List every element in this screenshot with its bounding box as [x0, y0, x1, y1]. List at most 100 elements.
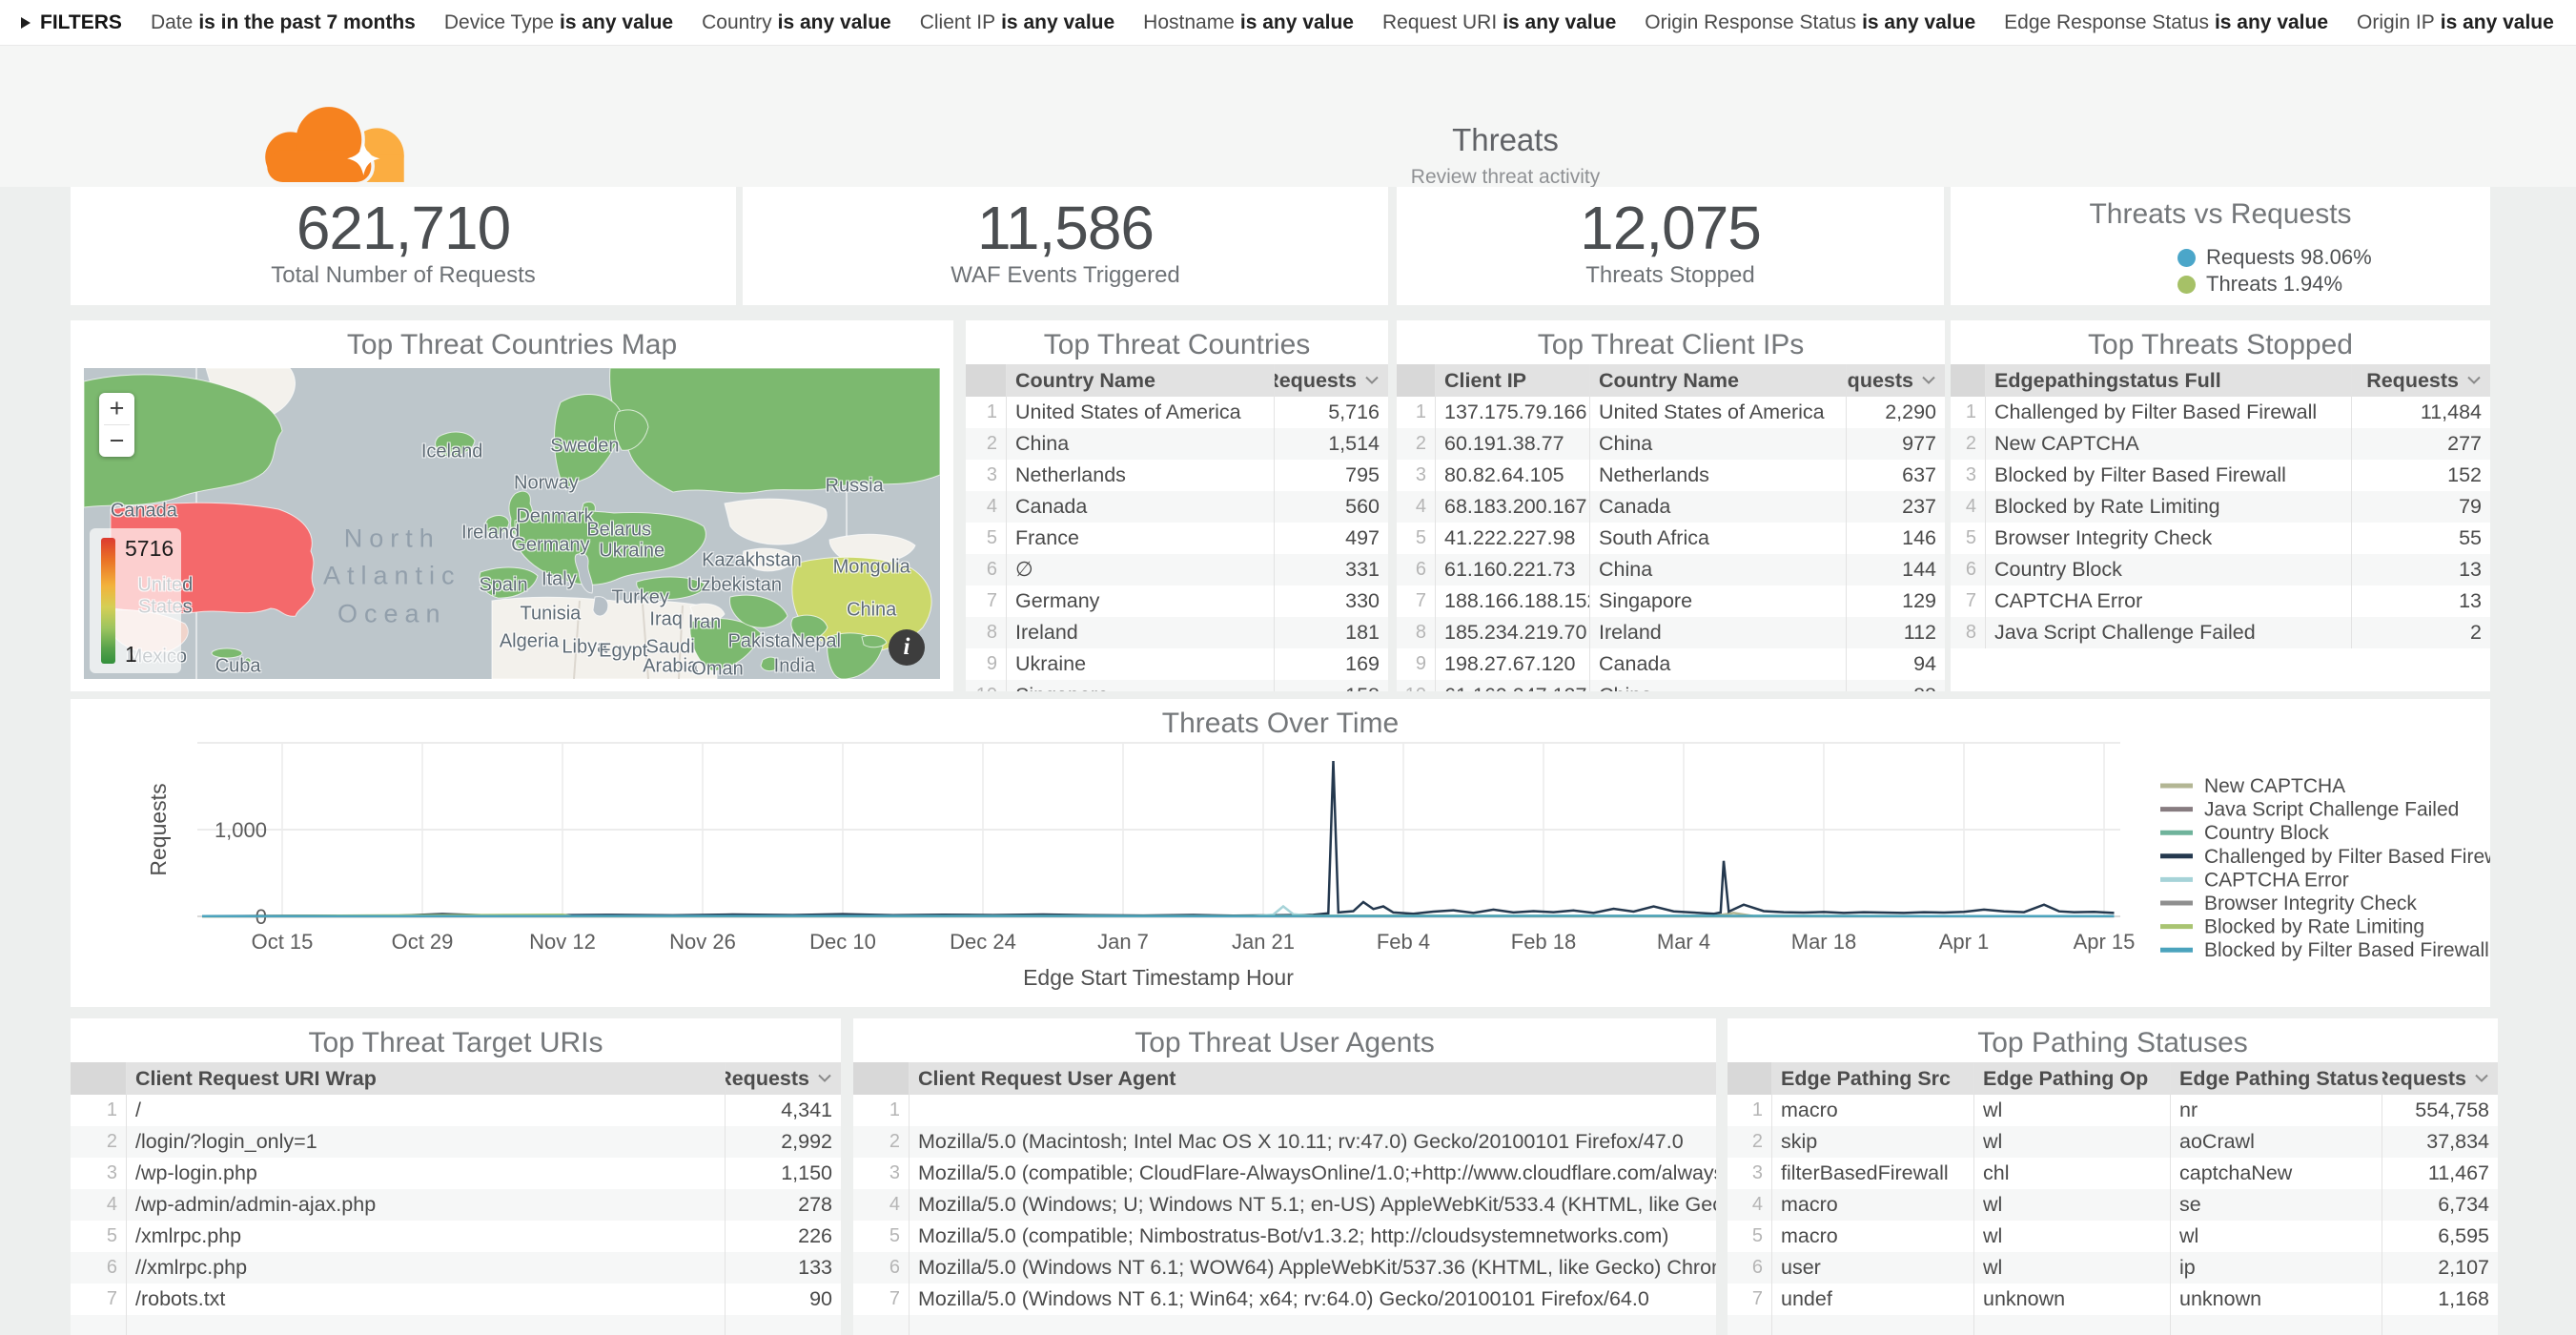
- cell: /xmlrpc.php: [126, 1221, 725, 1252]
- table-row[interactable]: 5 Browser Integrity Check 55: [1951, 523, 2490, 554]
- cell: Country Block: [1985, 554, 2351, 585]
- table-row[interactable]: 6 ∅ 331: [966, 554, 1388, 585]
- chart-legend-item[interactable]: Country Block: [2204, 822, 2329, 844]
- table-row[interactable]: 3 filterBasedFirewall chl captchaNew 11,467: [1728, 1158, 2498, 1189]
- column-header: Client IP: [1435, 364, 1589, 397]
- map-info-icon[interactable]: i: [889, 629, 925, 666]
- table-row[interactable]: 5 Mozilla/5.0 (compatible; Nimbostratus-B…: [853, 1221, 1716, 1252]
- table-row[interactable]: 8 185.234.219.70 Ireland 112: [1397, 617, 1945, 648]
- table-row[interactable]: 6 //xmlrpc.php 133: [71, 1252, 841, 1284]
- table-row[interactable]: [71, 1315, 841, 1335]
- table-row[interactable]: 7 Mozilla/5.0 (Windows NT 6.1; Win64; x64…: [853, 1284, 1716, 1315]
- table-row[interactable]: 6 Country Block 13: [1951, 554, 2490, 585]
- filter-country[interactable]: Country is any value: [702, 10, 891, 33]
- chart-legend-item[interactable]: New CAPTCHA: [2204, 775, 2345, 797]
- table-row[interactable]: 10Singapore158: [966, 680, 1388, 691]
- column-header[interactable]: Requests: [725, 1062, 841, 1095]
- table-row[interactable]: 3 80.82.64.105 Netherlands 637: [1397, 460, 1945, 491]
- cell: 2,290: [1846, 397, 1945, 428]
- table-row[interactable]: 1: [853, 1095, 1716, 1126]
- top-threat-countries-panel: Top Threat Countries Country NameRequest…: [966, 320, 1388, 691]
- table-row[interactable]: 9 198.27.67.120 Canada 94: [1397, 648, 1945, 680]
- table-row[interactable]: 5 macro wl wl 6,595: [1728, 1221, 2498, 1252]
- filter-client-ip[interactable]: Client IP is any value: [919, 10, 1115, 33]
- table-row[interactable]: 2 China 1,514: [966, 428, 1388, 460]
- table-row[interactable]: 6 61.160.221.73 China 144: [1397, 554, 1945, 585]
- cell: 88: [1846, 680, 1945, 691]
- chart-legend-item[interactable]: Browser Integrity Check: [2204, 893, 2417, 914]
- column-header[interactable]: Requests: [2382, 1062, 2498, 1095]
- filter-device-type[interactable]: Device Type is any value: [443, 10, 674, 33]
- chart-legend-item[interactable]: CAPTCHA Error: [2204, 869, 2349, 891]
- table-row[interactable]: 2 Mozilla/5.0 (Macintosh; Intel Mac OS X …: [853, 1126, 1716, 1158]
- table-row[interactable]: 7 Germany 330: [966, 585, 1388, 617]
- table-row[interactable]: 2 60.191.38.77 China 977: [1397, 428, 1945, 460]
- row-index: 3: [1965, 464, 1976, 485]
- table-row[interactable]: 7/robots.txt 90: [71, 1284, 841, 1315]
- column-header[interactable]: Requests: [2351, 364, 2490, 397]
- table-row[interactable]: 4 68.183.200.167 Canada 237: [1397, 491, 1945, 523]
- table-row[interactable]: [1728, 1315, 2498, 1335]
- pie-legend-item[interactable]: Threats 1.94%: [2177, 271, 2372, 298]
- page-title: Threats: [1452, 122, 1559, 157]
- table-row[interactable]: 3 Blocked by Filter Based Firewall 152: [1951, 460, 2490, 491]
- table-row[interactable]: 7 CAPTCHA Error 13: [1951, 585, 2490, 617]
- table-row[interactable]: 9 Ukraine 169: [966, 648, 1388, 680]
- table-row[interactable]: 4 Blocked by Rate Limiting 79: [1951, 491, 2490, 523]
- table-row[interactable]: 1 United States of America 5,716: [966, 397, 1388, 428]
- table-row[interactable]: 8 Java Script Challenge Failed 2: [1951, 617, 2490, 648]
- table-row[interactable]: 6 Mozilla/5.0 (Windows NT 6.1; WOW64) App…: [853, 1252, 1716, 1284]
- row-index: 2: [889, 1131, 900, 1152]
- top-threat-user-agents-table: Client Request User Agent 1 2 Mozilla/5.0 (…: [853, 1062, 1716, 1335]
- table-row[interactable]: 3/wp-login.php 1,150: [71, 1158, 841, 1189]
- table-row[interactable]: 4 Mozilla/5.0 (Windows; U; Windows NT 5.1…: [853, 1189, 1716, 1221]
- table-row[interactable]: 3 Netherlands 795: [966, 460, 1388, 491]
- zoom-out-button[interactable]: −: [109, 426, 125, 455]
- table-row[interactable]: 5/xmlrpc.php 226: [71, 1221, 841, 1252]
- table-row[interactable]: 2/login/?login_only=1 2,992: [71, 1126, 841, 1158]
- cell: New CAPTCHA: [1985, 428, 2351, 460]
- table-row[interactable]: 5 France 497: [966, 523, 1388, 554]
- cell: 94: [1846, 648, 1945, 680]
- row-index: 9: [1415, 653, 1426, 674]
- cell: 6,734: [2382, 1189, 2498, 1221]
- filter-edge-response-status[interactable]: Edge Response Status is any value: [2004, 10, 2329, 33]
- table-row[interactable]: 4 macro wl se 6,734: [1728, 1189, 2498, 1221]
- pie-legend-item[interactable]: Requests 98.06%: [2177, 244, 2372, 271]
- table-row[interactable]: 1061.160.247.127China88: [1397, 680, 1945, 691]
- panel-title: Top Pathing Statuses: [1977, 1027, 2248, 1058]
- filter-origin-response-status[interactable]: Origin Response Status is any value: [1645, 10, 1976, 33]
- table-row[interactable]: 2 New CAPTCHA 277: [1951, 428, 2490, 460]
- filter-request-uri[interactable]: Request URI is any value: [1381, 10, 1617, 33]
- zoom-in-button[interactable]: +: [109, 394, 125, 422]
- table-row[interactable]: 7 undef unknown unknown 1,168: [1728, 1284, 2498, 1315]
- chart-legend-item[interactable]: Challenged by Filter Based Firewall: [2204, 846, 2490, 868]
- filters-toggle[interactable]: FILTERS: [21, 11, 122, 34]
- table-row[interactable]: 1 /4,341: [71, 1095, 841, 1126]
- table-row[interactable]: [853, 1315, 1716, 1335]
- column-header[interactable]: Requests: [1846, 364, 1945, 397]
- chart-legend-item[interactable]: Blocked by Filter Based Firewall: [2204, 939, 2489, 961]
- column-header[interactable]: Requests: [1274, 364, 1388, 397]
- filter-hostname[interactable]: Hostname is any value: [1143, 10, 1354, 33]
- chart-title: Threats Over Time: [1161, 708, 1400, 739]
- table-row[interactable]: 2 skip wl aoCrawl 37,834: [1728, 1126, 2498, 1158]
- table-row[interactable]: 4/wp-admin/admin-ajax.php 278: [71, 1189, 841, 1221]
- table-row[interactable]: 1 macro wl nr 554,758: [1728, 1095, 2498, 1126]
- cell: captchaNew: [2170, 1158, 2382, 1189]
- table-row[interactable]: 3 Mozilla/5.0 (compatible; CloudFlare-Alw…: [853, 1158, 1716, 1189]
- table-row[interactable]: 8 Ireland 181: [966, 617, 1388, 648]
- table-row[interactable]: 1 137.175.79.166 United States of America 2…: [1397, 397, 1945, 428]
- table-row[interactable]: 4 Canada 560: [966, 491, 1388, 523]
- filter-origin-ip[interactable]: Origin IP is any value: [2357, 10, 2554, 33]
- table-row[interactable]: 5 41.222.227.98 South Africa 146: [1397, 523, 1945, 554]
- world-map[interactable]: CanadaUnitedStatesMexicoCubaIcelandIrela…: [84, 368, 940, 680]
- table-row[interactable]: 7 188.166.188.152 Singapore 129: [1397, 585, 1945, 617]
- cell: ip: [2170, 1252, 2382, 1284]
- filter-date[interactable]: Date is in the past 7 months: [150, 10, 416, 33]
- chart-legend-item[interactable]: Blocked by Rate Limiting: [2204, 916, 2424, 938]
- table-row[interactable]: 1 Challenged by Filter Based Firewall 11,4…: [1951, 397, 2490, 428]
- map-country-label: Ukraine: [599, 540, 665, 562]
- table-row[interactable]: 6 user wl ip 2,107: [1728, 1252, 2498, 1284]
- chart-legend-item[interactable]: Java Script Challenge Failed: [2204, 799, 2459, 821]
